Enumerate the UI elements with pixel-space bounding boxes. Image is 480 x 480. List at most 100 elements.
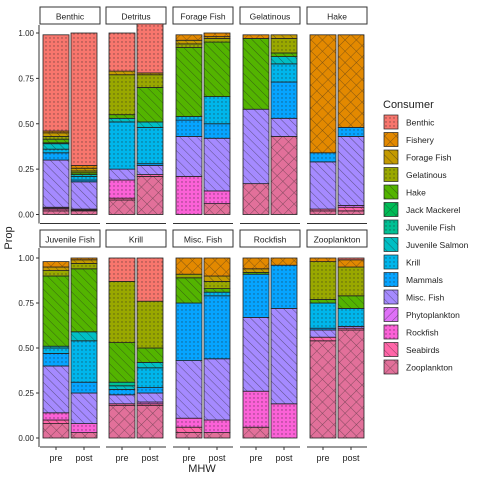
bar-pattern-seabirds: [109, 403, 135, 406]
bar-pattern-forage-fish: [137, 72, 163, 75]
bar-pattern-seabirds: [109, 198, 135, 200]
bar-pattern-benthic: [338, 258, 364, 260]
bar-pattern-fishery: [71, 165, 97, 169]
bar-pattern-misc-fish: [271, 308, 297, 404]
bar-pattern-zooplankton: [43, 210, 69, 215]
bar-pattern-hake: [310, 299, 336, 303]
bar-pattern-juvenile-salmon: [43, 346, 69, 348]
legend-swatch-pattern: [384, 360, 398, 374]
bar-pattern-mammals: [137, 163, 163, 166]
bar-pattern-seabirds: [43, 209, 69, 211]
bar-pattern-zooplankton: [310, 340, 336, 438]
bar-pattern-misc-fish: [43, 366, 69, 413]
bar-pattern-gelatinous: [271, 38, 297, 53]
bar-pattern-krill: [338, 308, 364, 327]
bar-pattern-forage-fish: [109, 71, 135, 75]
legend-swatch-pattern: [384, 342, 398, 357]
bar-pattern-fishery: [243, 34, 269, 39]
bar-pattern-gelatinous: [109, 281, 135, 343]
bar-pattern-juvenile-salmon: [271, 56, 297, 64]
bar-pattern-misc-fish: [176, 136, 202, 177]
bar-pattern-mammals: [271, 265, 297, 309]
bar-pattern-phytoplankton: [338, 205, 364, 208]
legend-item-benthic: Benthic: [383, 114, 435, 130]
bar-pattern-rockfish: [43, 208, 69, 210]
legend-swatch-pattern: [384, 202, 398, 217]
bar-post: [70, 32, 98, 215]
bar-pre: [108, 257, 136, 439]
bar-pattern-misc-fish: [243, 317, 269, 392]
x-axis-title: MHW: [188, 463, 216, 475]
bar-pattern-krill: [137, 127, 163, 164]
facet-forage-fish: Forage Fish: [172, 6, 234, 224]
y-tick-label: 0.75: [18, 299, 34, 308]
legend-swatch-pattern: [384, 132, 398, 147]
x-tick-label: pre: [49, 453, 62, 463]
bar-pattern-zooplankton: [109, 199, 135, 215]
bar-pattern-misc-fish: [271, 118, 297, 137]
facet-rockfish: Rockfish pre post: [239, 229, 301, 463]
bar-pattern-krill: [71, 176, 97, 181]
bar-pattern-mammals: [109, 389, 135, 395]
bar-pre: [175, 257, 203, 439]
bar-pattern-misc-fish: [310, 330, 336, 338]
bar-pattern-zooplankton: [43, 423, 69, 438]
legend-item-zooplankton: Zooplankton: [383, 359, 453, 375]
bar-pattern-fishery: [204, 258, 230, 276]
bar-post: [337, 34, 365, 215]
bar-pattern-juvenile-salmon: [71, 331, 97, 341]
bar-pattern-fishery: [204, 33, 230, 37]
facet-strip-label: Benthic: [56, 12, 85, 22]
bar-pattern-rockfish: [43, 412, 69, 420]
bar-pre: [309, 34, 337, 215]
legend-swatch-pattern: [384, 290, 398, 304]
facet-strip-label: Hake: [327, 12, 347, 22]
facet-strip: [105, 6, 167, 25]
bar-pattern-gelatinous: [71, 170, 97, 173]
bar-pattern-juvenile-salmon: [109, 118, 135, 122]
axes: Prop MHW: [3, 226, 216, 475]
bar-pre: [309, 257, 337, 439]
legend: Consumer Benthic Fishery Forage Fish Gelati…: [383, 99, 469, 375]
legend-swatch-pattern: [384, 272, 398, 287]
bar-pattern-forage-fish: [43, 267, 69, 271]
bar-pattern-benthic: [137, 23, 163, 73]
bar-pattern-fishery: [271, 258, 297, 266]
bar-pattern-hake: [204, 288, 230, 293]
facet-strip-label: Forage Fish: [180, 12, 226, 22]
facet-strip-label: Gelatinous: [250, 12, 291, 22]
facet-strip: [306, 229, 368, 248]
bar-pattern-gelatinous: [204, 38, 230, 43]
bar-pattern-hake: [338, 295, 364, 309]
legend-label: Mammals: [406, 275, 443, 285]
bar-pattern-hake: [204, 42, 230, 97]
bar-pattern-seabirds: [310, 209, 336, 211]
bar-pattern-misc-fish: [204, 358, 230, 420]
bar-pattern-krill: [204, 96, 230, 124]
x-tick-label: post: [208, 453, 226, 463]
bar-pattern-mammals: [176, 120, 202, 137]
legend-label: Juvenile Fish: [406, 223, 456, 233]
legend-item-krill: Krill: [383, 254, 420, 270]
legend-item-juvenile-fish: Juvenile Fish: [383, 219, 456, 235]
bar-pattern-misc-fish: [71, 181, 97, 210]
legend-swatch-pattern: [384, 185, 398, 199]
bar-pattern-hake: [271, 52, 297, 57]
bar-pattern-misc-fish: [109, 394, 135, 404]
bar-pattern-gelatinous: [176, 274, 202, 278]
bar-post: [270, 34, 298, 215]
legend-swatch-pattern: [384, 220, 398, 234]
facet-strip: [239, 229, 301, 248]
legend-swatch-pattern: [384, 150, 398, 164]
y-tick-label: 0.25: [18, 389, 34, 398]
facet-strip: [172, 6, 234, 25]
bar-pattern-krill: [109, 121, 135, 170]
bar-pattern-rockfish: [204, 190, 230, 204]
bar-pattern-seabirds: [338, 328, 364, 330]
bar-pattern-zooplankton: [204, 432, 230, 438]
bar-pattern-zooplankton: [71, 432, 97, 438]
bar-pattern-forage-fish: [71, 259, 97, 264]
bar-pattern-benthic: [109, 33, 135, 72]
bar-pattern-forage-fish: [43, 132, 69, 137]
legend-label: Zooplankton: [406, 363, 453, 373]
